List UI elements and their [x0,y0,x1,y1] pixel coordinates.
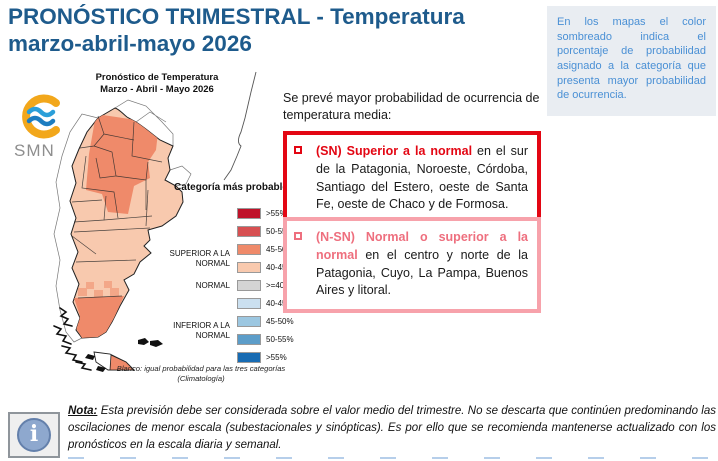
legend-category-superior: SUPERIOR A LA NORMAL [169,249,230,268]
checkbox-bullet-icon [294,232,302,240]
page-title: PRONÓSTICO TRIMESTRAL - Temperatura marz… [8,4,543,57]
smn-logo-text: SMN [14,141,55,160]
note-label: Nota: [68,405,98,417]
tierra-del-fuego-argentina [109,354,135,371]
emphasis-region-south [74,296,124,338]
smn-logo: SMN [12,94,70,161]
forecast-item-superior: (SN) Superior a la normal en el sur de l… [283,131,541,227]
smn-logo-icon [22,94,60,139]
temperature-map-panel: Pronóstico de Temperatura Marzo - Abril … [10,70,295,398]
legend-row: 40-45% [237,262,294,273]
forecast-item-normal-superior: (N-SN) Normal o superior a la normal en … [283,217,541,313]
legend-row: 50-55% [237,334,294,345]
legend-row: 45-50% [237,244,294,255]
note-text: Nota: Esta previsión debe ser considerad… [68,405,716,452]
legend-row: >55% [237,208,294,219]
forecast-tag-nsn: (N-SN) Normal o superior a la normal [316,230,528,262]
probability-info-text: En los mapas el color sombreado indica e… [557,16,706,102]
map-title: Pronóstico de Temperatura Marzo - Abril … [95,72,219,95]
forecast-item-superior-text: (SN) Superior a la normal en el sur de l… [316,144,528,212]
page-title-line2: marzo-abril-mayo 2026 [8,30,252,56]
legend-swatch [237,226,261,237]
north-neighbors-border [114,99,174,146]
legend-row: 50-55% [237,226,294,237]
legend-row: 45-50% [237,316,294,327]
legend-swatch [237,334,261,345]
uruguay-outline [169,165,192,187]
legend-category-inferior: INFERIOR A LA NORMAL [173,321,230,340]
page-title-line1: PRONÓSTICO TRIMESTRAL - Temperatura [8,4,465,29]
legend-swatch [237,244,261,255]
legend-swatch [237,208,261,219]
brazil-coastline [223,71,257,181]
forecast-tag-sn: (SN) Superior a la normal [316,144,473,158]
info-icon: i [17,418,51,452]
legend-row: 40-45% [237,298,294,309]
emphasis-region-north [86,114,158,214]
legend-swatch [237,298,261,309]
map-footnote: Blanco: igual probabilidad para las tres… [116,364,286,383]
info-icon-box: i [8,412,60,458]
forecast-intro: Se prevé mayor probabilidad de ocurrenci… [283,91,540,122]
malvinas-islands [138,338,163,347]
cutoff-text-hint [68,457,713,459]
forecast-item-normal-superior-text: (N-SN) Normal o superior a la normal en … [316,230,528,298]
tdf-west-islands [85,354,106,372]
legend-swatch [237,280,261,291]
chile-fjords [53,307,92,371]
legend-swatch [237,262,261,273]
pixel-transition-blocks [78,281,119,298]
legend-swatch [237,352,261,363]
argentina-map-svg [53,71,257,372]
legend-title: Categoría más probable [174,182,288,193]
legend-category-normal: NORMAL [195,281,230,290]
legend-row: >55% [237,352,294,363]
map-legend: >55% 50-55% 45-50% 40-45% >=40% 40-45% 4… [237,208,294,363]
legend-swatch [237,316,261,327]
legend-row: >=40% [237,280,294,291]
probability-info-box: En los mapas el color sombreado indica e… [547,6,716,116]
province-borders [71,115,163,299]
checkbox-bullet-icon [294,146,302,154]
